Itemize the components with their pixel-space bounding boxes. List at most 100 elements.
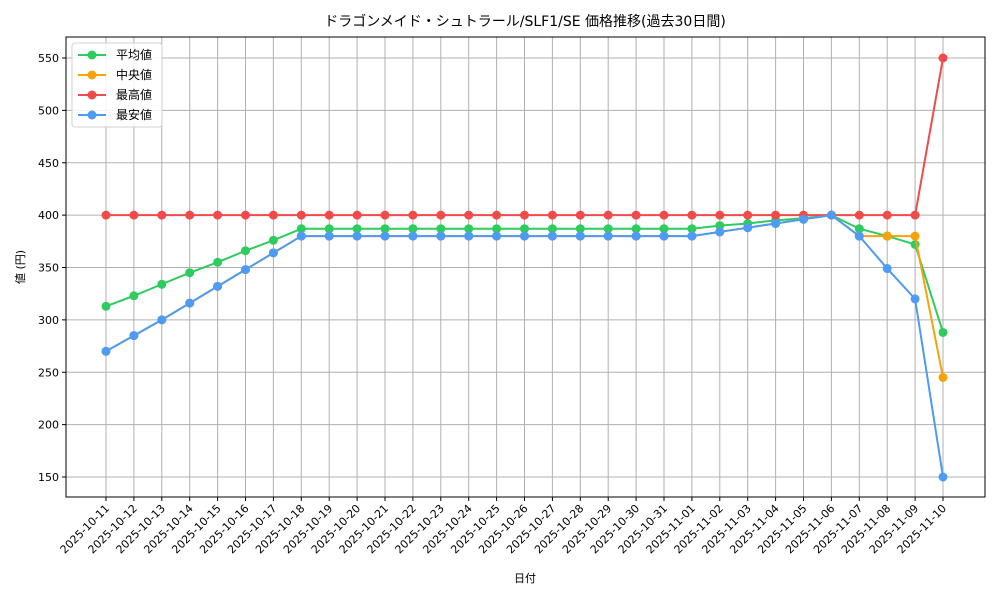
data-point — [101, 346, 111, 356]
x-axis-label: 日付 — [514, 572, 536, 585]
data-point — [603, 231, 613, 241]
data-point — [715, 210, 725, 220]
legend-label: 最高値 — [116, 87, 152, 102]
data-point — [380, 210, 390, 220]
data-point — [380, 231, 390, 241]
data-point — [324, 210, 334, 220]
data-point — [157, 315, 167, 325]
y-tick-label: 150 — [38, 471, 59, 484]
data-point — [882, 264, 892, 274]
data-point — [771, 210, 781, 220]
data-point — [213, 257, 223, 267]
data-point — [687, 231, 697, 241]
data-point — [687, 224, 697, 234]
data-point — [352, 231, 362, 241]
data-point — [101, 210, 111, 220]
data-point — [492, 231, 502, 241]
data-point — [659, 231, 669, 241]
data-point — [575, 210, 585, 220]
data-point — [547, 231, 557, 241]
data-point — [910, 210, 920, 220]
data-point — [296, 210, 306, 220]
data-point — [520, 224, 529, 234]
data-point — [157, 210, 167, 220]
data-point — [380, 224, 390, 234]
data-point — [352, 224, 362, 234]
data-point — [268, 248, 278, 258]
legend-swatch-marker — [87, 50, 97, 60]
data-point — [492, 224, 502, 234]
data-point — [882, 210, 892, 220]
data-point — [408, 210, 418, 220]
y-tick-label: 250 — [38, 366, 59, 379]
data-point — [408, 224, 418, 234]
data-point — [520, 210, 529, 220]
data-point — [826, 210, 836, 220]
data-point — [715, 227, 725, 237]
data-point — [659, 224, 669, 234]
data-point — [408, 231, 418, 241]
y-tick-label: 300 — [38, 314, 59, 327]
data-point — [659, 210, 669, 220]
legend-swatch-marker — [87, 90, 97, 100]
data-point — [520, 231, 529, 241]
data-point — [882, 231, 892, 241]
data-point — [603, 224, 613, 234]
data-point — [910, 231, 920, 241]
y-tick-label: 550 — [38, 52, 59, 65]
data-point — [213, 210, 223, 220]
legend-swatch-marker — [87, 70, 97, 80]
data-point — [436, 210, 446, 220]
data-point — [938, 372, 948, 382]
y-tick-label: 450 — [38, 157, 59, 170]
data-point — [631, 231, 641, 241]
y-tick-label: 400 — [38, 209, 59, 222]
data-point — [631, 210, 641, 220]
data-point — [129, 210, 139, 220]
x-axis: 2025-10-112025-10-122025-10-132025-10-14… — [58, 497, 949, 556]
data-point — [938, 53, 948, 63]
data-point — [743, 223, 753, 233]
data-point — [715, 221, 725, 231]
data-point — [464, 231, 474, 241]
data-point — [101, 301, 111, 311]
y-axis-label: 値 (円) — [14, 250, 27, 284]
y-tick-label: 200 — [38, 419, 59, 432]
data-point — [296, 224, 306, 234]
data-point — [185, 268, 195, 278]
data-point — [687, 210, 697, 220]
chart-title: ドラゴンメイド・シュトラール/SLF1/SE 価格推移(過去30日間) — [324, 14, 726, 30]
data-point — [324, 231, 334, 241]
data-point — [241, 210, 250, 220]
data-point — [185, 210, 195, 220]
legend-label: 最安値 — [116, 107, 152, 122]
grid-lines — [66, 37, 985, 497]
data-point — [436, 231, 446, 241]
y-axis: 150 200 250 300 350 400 450 500 550 — [38, 52, 66, 484]
data-point — [547, 210, 557, 220]
data-point — [938, 472, 948, 482]
data-point — [575, 224, 585, 234]
data-point — [631, 224, 641, 234]
data-point — [157, 279, 167, 289]
data-point — [492, 210, 502, 220]
data-point — [575, 231, 585, 241]
data-point — [743, 210, 753, 220]
data-point — [268, 210, 278, 220]
data-point — [436, 224, 446, 234]
data-point — [547, 224, 557, 234]
data-point — [603, 210, 613, 220]
data-point — [268, 235, 278, 245]
data-point — [241, 246, 250, 256]
data-point — [129, 291, 139, 301]
data-point — [799, 214, 808, 224]
data-point — [129, 331, 139, 341]
data-point — [241, 265, 250, 275]
data-point — [324, 224, 334, 234]
data-point — [352, 210, 362, 220]
y-tick-label: 350 — [38, 262, 59, 275]
series-3 — [101, 210, 948, 482]
data-point — [938, 327, 948, 337]
